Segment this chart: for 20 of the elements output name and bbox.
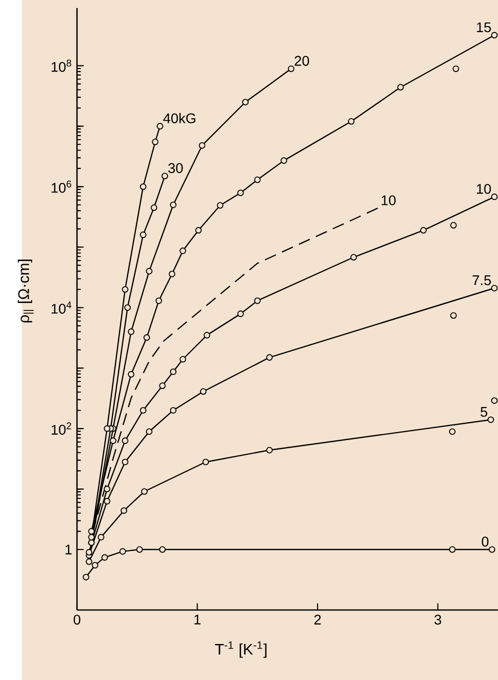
series-label: 10 (382, 195, 396, 206)
series-label: 15 (476, 22, 491, 32)
y-tick-label: 10$^{6}$ (52, 180, 72, 193)
y-axis-title: ρ$_{||}$ [Ω·cm] (18, 260, 34, 322)
x-tick-label: 3 (434, 614, 442, 625)
x-tick-label: 0 (74, 614, 80, 625)
series-label: 10 (476, 184, 491, 194)
x-axis-title: T$^{-1}$ [K$^{-1}$] (215, 641, 266, 658)
y-tick-label: 10$^{2}$ (52, 422, 72, 435)
y-tick-label: 10$^{8}$ (52, 60, 72, 72)
y-tick-label: 1 (66, 544, 72, 554)
series-label: 20 (294, 56, 310, 66)
x-tick-label: 1 (194, 614, 200, 624)
series-label: 5 (480, 407, 488, 417)
series-label: 7.5 (472, 275, 491, 286)
x-tick-label: 2 (314, 614, 321, 624)
y-tick-label: 10$^{4}$ (52, 302, 72, 314)
series-label: 0 (482, 536, 488, 547)
series-label: 30 (168, 163, 183, 174)
series-label: 40kG (163, 112, 196, 124)
